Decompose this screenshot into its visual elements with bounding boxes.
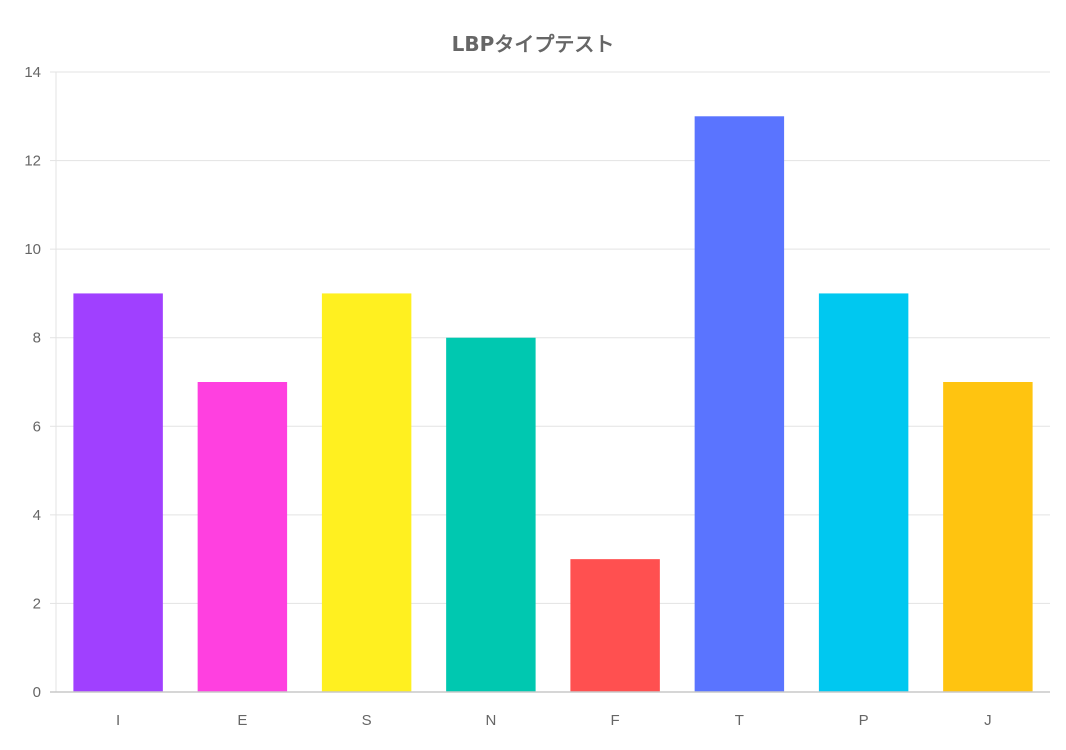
bar-S xyxy=(321,293,412,692)
x-tick-label: N xyxy=(485,712,496,729)
x-tick-label: F xyxy=(611,712,620,729)
y-tick-label: 8 xyxy=(33,330,41,347)
x-tick-label: S xyxy=(362,712,372,729)
chart-title: LBPタイプテスト xyxy=(451,32,615,56)
x-tick-label: I xyxy=(116,712,120,729)
y-tick-label: 4 xyxy=(33,507,41,524)
axes xyxy=(50,72,1050,693)
bar-J xyxy=(943,382,1033,692)
x-tick-label: E xyxy=(237,712,247,729)
x-tick-label: P xyxy=(859,712,869,729)
x-tick-label: T xyxy=(735,712,744,729)
bars xyxy=(73,116,1033,693)
bar-F xyxy=(570,559,660,692)
bar-T xyxy=(694,116,785,693)
y-tick-label: 6 xyxy=(33,418,41,435)
y-tick-label: 0 xyxy=(33,684,41,701)
bar-N xyxy=(446,337,536,692)
x-tick-label: J xyxy=(984,712,992,729)
y-tick-label: 14 xyxy=(24,64,41,81)
bar-P xyxy=(818,293,909,692)
y-tick-label: 12 xyxy=(24,153,41,170)
bar-I xyxy=(73,293,163,692)
y-tick-labels: 0 2 4 6 8 10 12 14 xyxy=(24,64,41,701)
y-tick-label: 2 xyxy=(33,595,41,612)
y-tick-label: 10 xyxy=(24,241,41,258)
bar-E xyxy=(197,382,288,692)
